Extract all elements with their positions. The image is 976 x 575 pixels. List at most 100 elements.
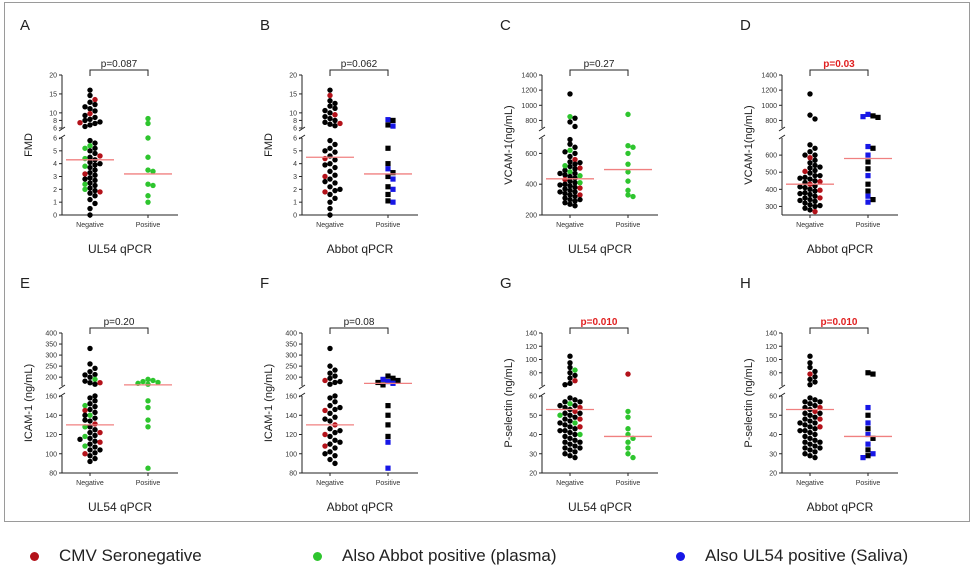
legend-marker-seronegative [30, 551, 39, 561]
data-point [87, 196, 93, 203]
data-point [865, 159, 871, 165]
data-point [145, 181, 151, 187]
data-point [92, 421, 98, 427]
data-point [625, 150, 631, 157]
data-point [567, 375, 573, 381]
data-point [92, 167, 98, 173]
data-point [567, 169, 573, 175]
y-tick-label: 1200 [761, 88, 777, 95]
data-point [82, 176, 88, 182]
data-point [92, 162, 98, 168]
y-tick-label: 1000 [761, 103, 777, 110]
y-tick-label: 160 [45, 394, 57, 401]
data-point [562, 163, 568, 169]
data-point [327, 212, 333, 218]
x-axis-label: UL54 qPCR [88, 242, 152, 256]
data-point [92, 200, 98, 207]
data-point [865, 447, 871, 453]
data-point [332, 445, 338, 451]
data-point [87, 395, 93, 401]
data-point [562, 445, 568, 451]
data-point [150, 168, 156, 175]
data-point [150, 182, 156, 189]
data-point [92, 120, 98, 127]
data-point [327, 137, 333, 144]
data-point [327, 456, 333, 463]
data-point [97, 439, 103, 445]
data-point [92, 444, 98, 450]
data-point [630, 144, 636, 150]
data-point [87, 345, 93, 352]
data-point [332, 195, 338, 202]
significance-bracket [89, 327, 149, 334]
data-point [567, 447, 573, 453]
data-point [572, 123, 578, 130]
data-point [802, 200, 808, 206]
data-point [92, 108, 98, 114]
data-point [807, 395, 813, 401]
data-point [572, 378, 578, 384]
data-point [87, 447, 93, 453]
data-point [562, 190, 568, 197]
data-point [567, 153, 573, 160]
data-point [92, 371, 98, 378]
y-tick-label: 20 [49, 73, 57, 80]
y-tick-label: 1400 [521, 73, 537, 80]
data-point [322, 431, 328, 438]
data-point [865, 420, 871, 426]
data-point [567, 173, 573, 180]
data-point [327, 395, 333, 401]
data-point [572, 189, 578, 195]
data-point [385, 439, 391, 445]
data-point [557, 412, 563, 418]
data-point [817, 410, 823, 417]
data-point [567, 395, 573, 401]
data-point [87, 212, 93, 218]
panel-letter: A [20, 17, 30, 34]
data-point [572, 161, 578, 167]
data-point [865, 173, 871, 179]
panel-letter: H [740, 275, 751, 292]
data-point [812, 443, 818, 449]
data-point [145, 398, 151, 404]
y-tick-label: 6 [293, 136, 297, 143]
data-point [332, 460, 338, 467]
data-point [572, 193, 578, 200]
data-point [572, 150, 578, 157]
data-point [87, 169, 93, 176]
data-point [572, 443, 578, 449]
data-point [865, 431, 871, 438]
data-point [802, 168, 808, 175]
data-point [802, 205, 808, 211]
data-point [567, 147, 573, 154]
x-tick-label: Negative [556, 222, 584, 229]
data-point [557, 182, 563, 188]
y-tick-label: 4 [293, 161, 297, 168]
data-point [577, 439, 583, 445]
legend-label: CMV Seronegative [59, 546, 202, 565]
data-point [385, 122, 391, 128]
data-point [562, 427, 568, 434]
data-point [87, 143, 93, 149]
legend-item-seronegative: CMV Seronegative [30, 546, 202, 566]
data-point [82, 407, 88, 414]
data-point [140, 378, 146, 385]
data-point [332, 149, 338, 155]
data-point [322, 113, 328, 120]
data-point [572, 203, 578, 209]
data-point [567, 192, 573, 198]
axis-break-mark [778, 126, 786, 132]
data-point [327, 375, 333, 381]
data-point [322, 119, 328, 126]
data-point [567, 353, 573, 359]
data-point [322, 416, 328, 422]
data-point [327, 418, 333, 424]
data-point [562, 167, 568, 174]
data-point [82, 181, 88, 187]
y-tick-label: 5 [53, 148, 57, 155]
data-point [802, 184, 808, 191]
data-point [562, 410, 568, 417]
data-point [865, 166, 871, 172]
y-tick-label: 40 [529, 432, 537, 439]
